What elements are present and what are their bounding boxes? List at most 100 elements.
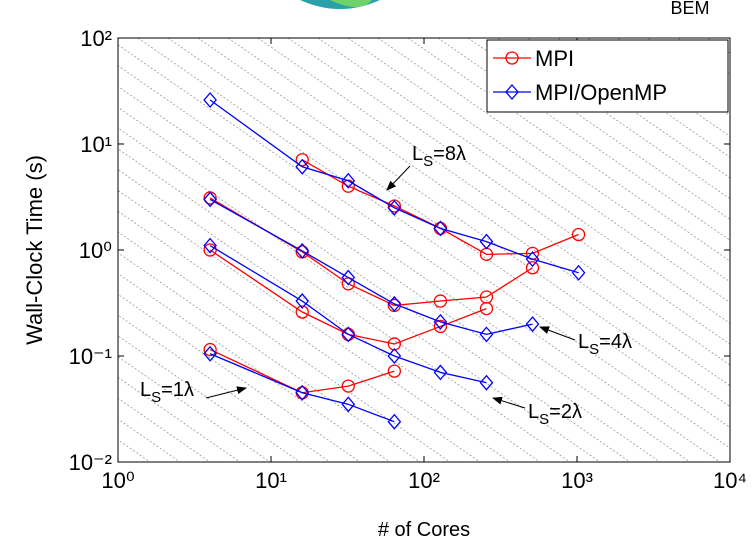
reference-line: [167, 38, 730, 428]
data-point: [525, 261, 540, 275]
y-axis-label: Wall-Clock Time (s): [22, 155, 47, 345]
series-line: [209, 348, 395, 394]
data-point: [433, 364, 448, 381]
data-point: [571, 264, 586, 281]
reference-line: [197, 38, 730, 408]
x-tick-label: 10²: [408, 468, 440, 493]
annotation-arrow: [205, 386, 247, 399]
annotation-sub: S: [151, 389, 161, 406]
annotation-arrow: [539, 326, 576, 341]
annotation-text: L: [412, 143, 423, 165]
annotation-text: L: [528, 401, 539, 423]
data-point: [295, 305, 309, 319]
reference-line: [118, 356, 271, 462]
reference-line: [377, 38, 730, 283]
annotation-arrow: [386, 165, 411, 191]
reference-line: [118, 148, 571, 462]
x-tick-label: 10¹: [255, 468, 287, 493]
x-tick-label: 10³: [561, 468, 593, 493]
annotation: LS=4λ: [578, 331, 632, 358]
data-point: [387, 295, 402, 312]
reference-line: [347, 38, 730, 304]
reference-line: [137, 38, 730, 449]
reference-line: [118, 169, 541, 462]
reference-line: [738, 38, 756, 462]
reference-line: [118, 273, 391, 462]
reference-line: [317, 38, 730, 324]
reference-line: [118, 252, 421, 462]
annotation-sub: S: [423, 153, 433, 170]
data-point: [341, 326, 356, 343]
y-tick-label: 10⁻²: [69, 450, 112, 475]
data-point: [295, 293, 310, 310]
data-point: [479, 233, 494, 250]
reference-line: [118, 44, 721, 462]
series-line: [209, 245, 487, 384]
legend-marker: [505, 84, 519, 100]
data-point: [295, 158, 310, 175]
data-point: [479, 301, 494, 316]
data-point: [525, 251, 540, 268]
reference-line: [118, 293, 361, 462]
series-line: [209, 99, 579, 274]
series-line: [209, 353, 395, 423]
annotation-rest: =2λ: [549, 401, 582, 423]
reference-line: [118, 106, 631, 462]
reference-line: [118, 376, 241, 462]
data-point: [341, 396, 356, 413]
series-line: [209, 197, 533, 307]
data-point: [295, 384, 310, 401]
data-point: [525, 316, 540, 333]
data-point: [341, 379, 355, 393]
annotation: LS=2λ: [528, 401, 582, 428]
legend-box: [486, 39, 729, 113]
data-point: [479, 326, 494, 343]
header-text: BEM: [670, 0, 709, 18]
y-tick-label: 10¹: [80, 132, 112, 157]
data-point: [203, 92, 217, 109]
y-tick-label: 10²: [80, 26, 112, 51]
data-point: [295, 242, 310, 259]
reference-line: [257, 38, 730, 366]
x-tick-label: 10⁰: [101, 468, 134, 493]
annotation-sub: S: [539, 411, 549, 428]
reference-line: [118, 127, 601, 462]
annotation-rest: =8λ: [433, 143, 466, 165]
x-axis-label: # of Cores: [378, 519, 470, 541]
image-fragment: [330, 0, 372, 7]
series-line: [209, 198, 533, 336]
annotation-text: L: [578, 331, 589, 353]
legend-label: MPI: [535, 46, 574, 71]
data-point: [433, 313, 448, 330]
reference-line: [118, 210, 481, 462]
data-point: [433, 220, 448, 237]
data-point: [571, 227, 586, 242]
annotation: LS=1λ: [140, 379, 194, 406]
data-point: [433, 294, 448, 308]
data-point: [479, 374, 494, 391]
reference-line: [118, 335, 301, 462]
x-tick-label: 10⁴: [713, 468, 747, 493]
data-point: [387, 199, 402, 216]
legend-label: MPI/OpenMP: [535, 80, 667, 105]
data-point: [433, 319, 448, 334]
data-point: [387, 348, 402, 364]
annotation-rest: =4λ: [599, 331, 632, 353]
reference-line: [287, 38, 730, 345]
data-point: [387, 413, 402, 430]
reference-line: [227, 38, 730, 387]
y-tick-label: 10⁻¹: [69, 344, 112, 369]
reference-line: [118, 65, 691, 462]
data-point: [203, 191, 217, 208]
data-point: [341, 172, 356, 189]
data-point: [341, 269, 356, 286]
data-point: [203, 243, 217, 257]
data-point: [203, 237, 217, 254]
annotation: LS=8λ: [412, 143, 466, 170]
annotation-arrow: [492, 396, 526, 409]
reference-line: [118, 231, 451, 462]
data-point: [295, 153, 309, 167]
annotation-rest: =1λ: [161, 379, 194, 401]
reference-line: [118, 86, 661, 462]
